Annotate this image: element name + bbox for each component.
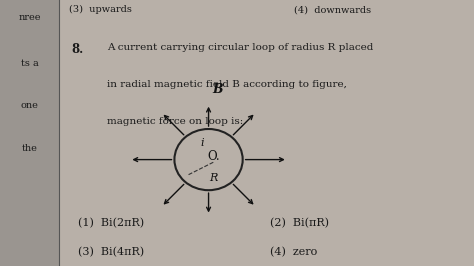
Text: O.: O. (207, 151, 219, 163)
Text: (1)  Bi(2πR): (1) Bi(2πR) (78, 218, 145, 228)
Text: i: i (200, 138, 203, 148)
Text: (4)  downwards: (4) downwards (294, 5, 371, 14)
Text: A current carrying circular loop of radius R placed: A current carrying circular loop of radi… (107, 43, 373, 52)
Text: one: one (21, 101, 38, 110)
Text: ts a: ts a (21, 59, 38, 68)
Text: magnetic force on loop is:: magnetic force on loop is: (107, 117, 243, 126)
Text: in radial magnetic field B according to figure,: in radial magnetic field B according to … (107, 80, 346, 89)
Text: (3)  Bi(4πR): (3) Bi(4πR) (78, 247, 145, 258)
Bar (0, 0, 59, 266)
Text: B: B (212, 83, 223, 96)
Text: (4)  zero: (4) zero (270, 247, 318, 258)
Text: the: the (22, 144, 37, 153)
Text: (2)  Bi(πR): (2) Bi(πR) (270, 218, 329, 228)
Text: nree: nree (18, 13, 41, 22)
Text: 8.: 8. (71, 43, 83, 56)
Text: R: R (209, 173, 218, 183)
Text: (3)  upwards: (3) upwards (69, 5, 132, 14)
